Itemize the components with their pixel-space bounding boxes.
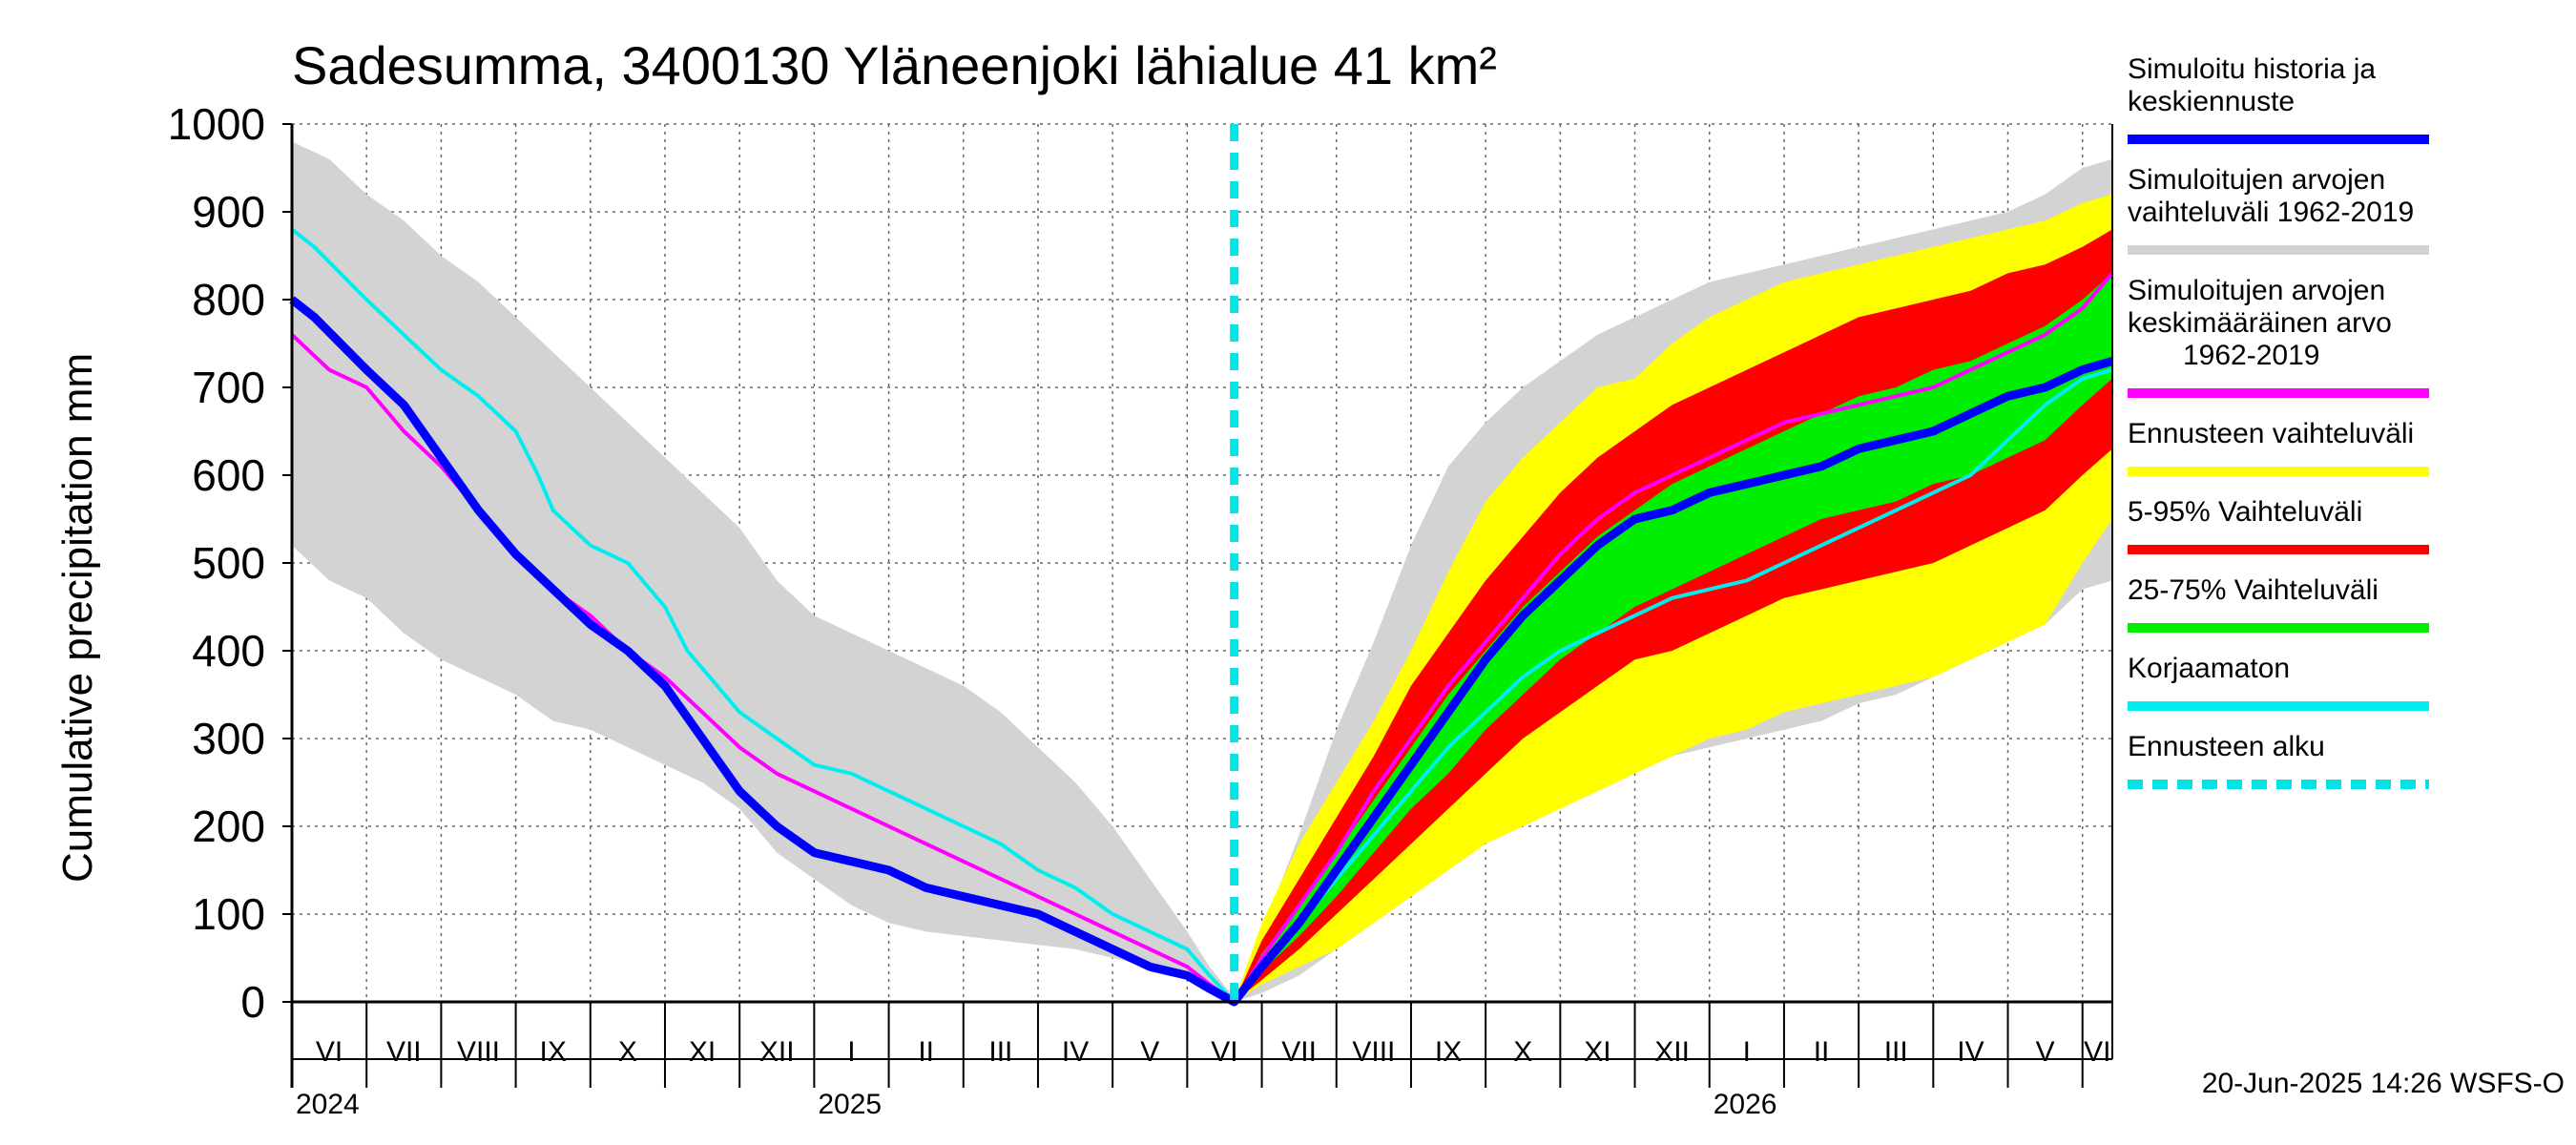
y-tick-label: 800 <box>192 275 265 324</box>
y-axis-title: Cumulative precipitation mm <box>54 353 101 883</box>
legend-item: Ennusteen vaihteluväli <box>2128 418 2429 476</box>
legend-label: 25-75% Vaihteluväli <box>2128 574 2379 606</box>
legend-label: 5-95% Vaihteluväli <box>2128 496 2362 528</box>
y-tick-label: 900 <box>192 187 265 237</box>
month-label: VII <box>1281 1036 1317 1068</box>
month-label: I <box>1743 1036 1751 1068</box>
month-label: IX <box>540 1036 567 1068</box>
month-label: XI <box>689 1036 716 1068</box>
month-label: XI <box>1584 1036 1610 1068</box>
y-tick-label: 600 <box>192 450 265 500</box>
year-label: 2026 <box>1714 1089 1777 1120</box>
month-label: IV <box>1062 1036 1089 1068</box>
month-label: V <box>2036 1036 2055 1068</box>
legend-item: 25-75% Vaihteluväli <box>2128 574 2429 633</box>
month-label: VII <box>386 1036 422 1068</box>
month-label: VIII <box>1352 1036 1395 1068</box>
legend-label: 1962-2019 <box>2183 340 2319 371</box>
month-label: II <box>1814 1036 1830 1068</box>
footer-timestamp: 20-Jun-2025 14:26 WSFS-O <box>2202 1068 2565 1099</box>
y-tick-label: 200 <box>192 802 265 851</box>
legend-item: 5-95% Vaihteluväli <box>2128 496 2429 554</box>
legend-label: Ennusteen alku <box>2128 731 2325 762</box>
month-label: I <box>847 1036 855 1068</box>
month-label: III <box>988 1036 1012 1068</box>
legend-label: Ennusteen vaihteluväli <box>2128 418 2414 449</box>
legend-label: Simuloitujen arvojen <box>2128 275 2385 306</box>
legend-label: keskiennuste <box>2128 86 2295 117</box>
legend-label: keskimääräinen arvo <box>2128 307 2392 339</box>
month-label: IV <box>1957 1036 1984 1068</box>
chart-title: Sadesumma, 3400130 Yläneenjoki lähialue … <box>292 35 1497 95</box>
month-label: VI <box>1211 1036 1237 1068</box>
month-label: III <box>1884 1036 1908 1068</box>
y-tick-label: 300 <box>192 714 265 763</box>
month-label: XII <box>1654 1036 1690 1068</box>
month-label: II <box>918 1036 934 1068</box>
legend-item: Ennusteen alku <box>2128 731 2429 789</box>
month-label: V <box>1140 1036 1159 1068</box>
y-tick-label: 500 <box>192 538 265 588</box>
legend-label: Simuloitu historia ja <box>2128 53 2376 85</box>
month-label: VI <box>2084 1036 2110 1068</box>
y-tick-label: 100 <box>192 889 265 939</box>
month-label: XII <box>759 1036 795 1068</box>
y-tick-label: 400 <box>192 626 265 676</box>
legend-label: Korjaamaton <box>2128 653 2290 684</box>
legend-item: Korjaamaton <box>2128 653 2429 711</box>
line-simuloitu-historia-ja-keskiennuste <box>289 296 2114 1007</box>
legend: Simuloitu historia jakeskiennusteSimuloi… <box>2128 53 2429 789</box>
month-label: X <box>1513 1036 1532 1068</box>
y-tick-label: 700 <box>192 363 265 412</box>
year-label: 2024 <box>296 1089 360 1120</box>
band-25-75-vaihteluv-li <box>1234 273 2112 1002</box>
year-label: 2025 <box>818 1089 882 1120</box>
y-tick-label: 1000 <box>168 99 265 149</box>
legend-label: vaihteluväli 1962-2019 <box>2128 197 2414 228</box>
month-label: IX <box>1435 1036 1462 1068</box>
line-korjaamaton <box>290 227 2113 1004</box>
month-label: VI <box>316 1036 343 1068</box>
month-label: VIII <box>457 1036 500 1068</box>
band-simuloitujen-arvojen-vaihteluv-li-1962-2019 <box>292 141 2112 1002</box>
legend-label: Simuloitujen arvojen <box>2128 164 2385 196</box>
month-label: X <box>618 1036 637 1068</box>
y-tick-label: 0 <box>240 977 265 1027</box>
series <box>289 124 2114 1007</box>
